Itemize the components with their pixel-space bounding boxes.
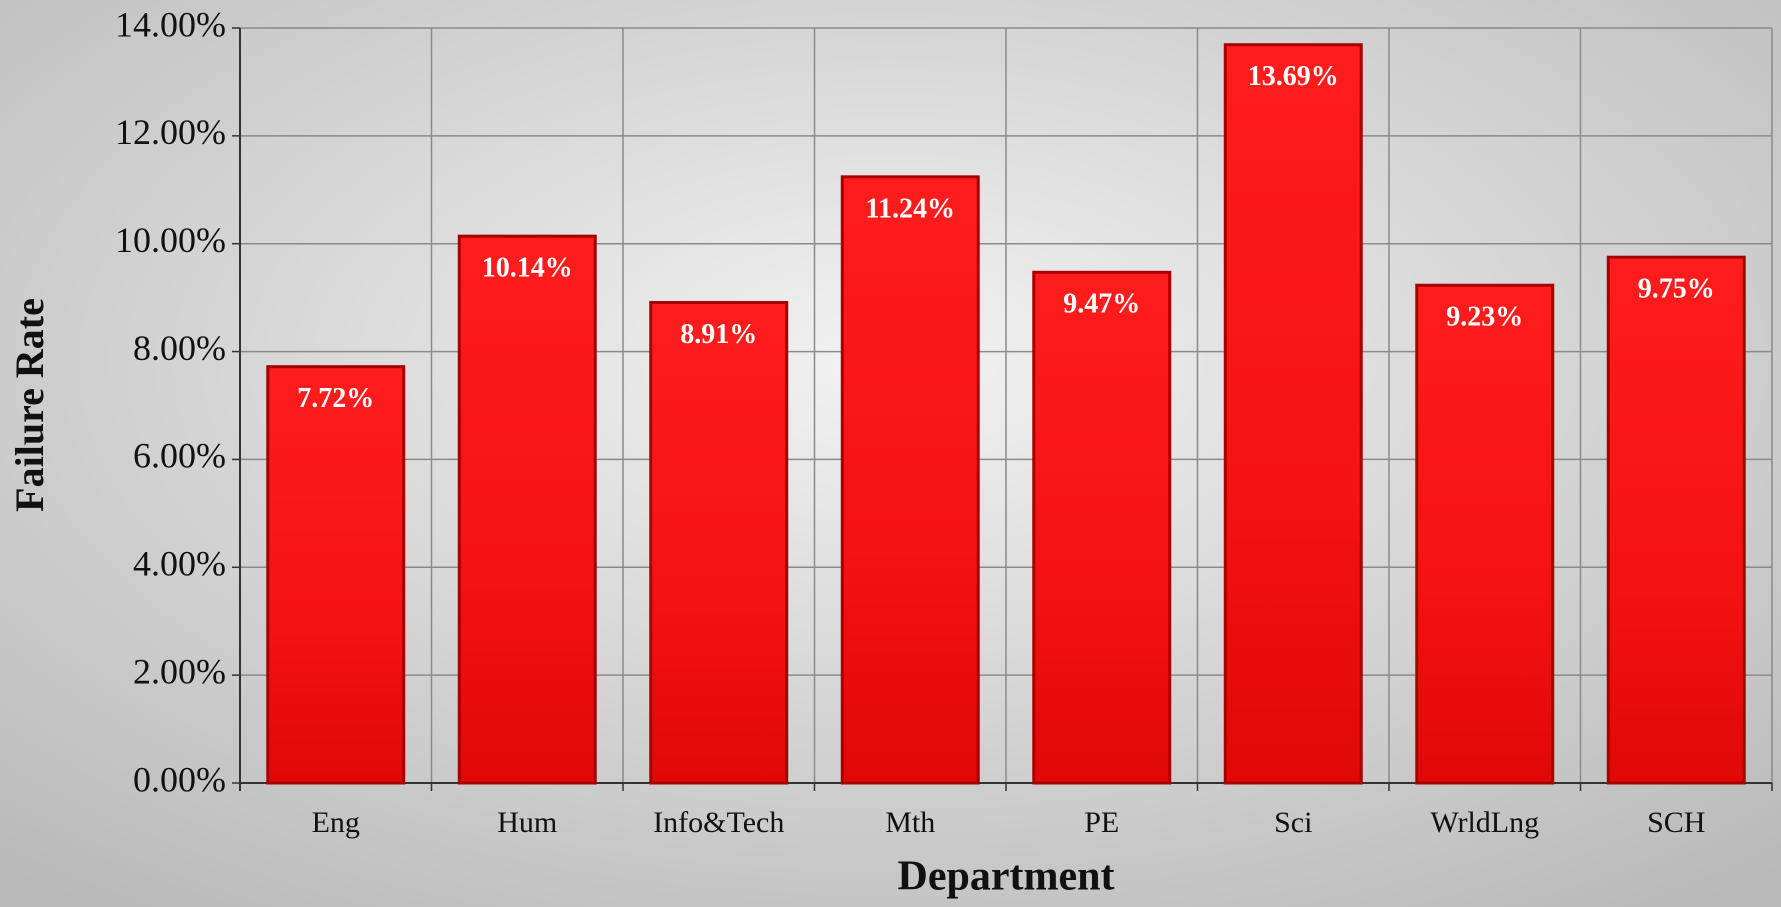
y-tick-label: 2.00%: [133, 651, 226, 691]
bar: [1032, 270, 1172, 785]
x-axis-title: Department: [898, 854, 1115, 900]
x-tick-label: WrldLng: [1430, 806, 1539, 839]
value-label: 9.75%: [1638, 274, 1715, 305]
value-label: 9.23%: [1446, 302, 1523, 333]
y-tick-label: 4.00%: [133, 544, 226, 584]
x-tick-label: Sci: [1274, 806, 1312, 839]
x-tick-label: Info&Tech: [653, 806, 784, 839]
bar: [840, 175, 980, 785]
value-label: 9.47%: [1063, 289, 1140, 320]
value-label: 11.24%: [866, 193, 955, 224]
x-tick-label: Eng: [312, 806, 360, 839]
y-tick-label: 12.00%: [115, 112, 226, 152]
y-tick-label: 6.00%: [133, 436, 226, 476]
bar: [457, 234, 597, 785]
value-label: 13.69%: [1248, 61, 1339, 92]
x-tick-label: PE: [1084, 806, 1119, 839]
x-tick-label: Mth: [885, 806, 935, 839]
value-label: 8.91%: [680, 319, 757, 350]
bar: [1415, 283, 1555, 785]
bar: [266, 365, 406, 785]
x-tick-label: SCH: [1647, 806, 1705, 839]
bar: [1223, 43, 1363, 785]
y-tick-label: 0.00%: [133, 759, 226, 799]
y-tick-label: 8.00%: [133, 328, 226, 368]
x-tick-label: Hum: [497, 806, 557, 839]
value-label: 10.14%: [482, 253, 573, 284]
bar: [1606, 255, 1746, 785]
y-tick-label: 10.00%: [115, 220, 226, 260]
value-label: 7.72%: [297, 383, 374, 414]
y-tick-label: 14.00%: [115, 4, 226, 44]
bar: [649, 300, 789, 785]
y-axis-title: Failure Rate: [7, 298, 52, 512]
